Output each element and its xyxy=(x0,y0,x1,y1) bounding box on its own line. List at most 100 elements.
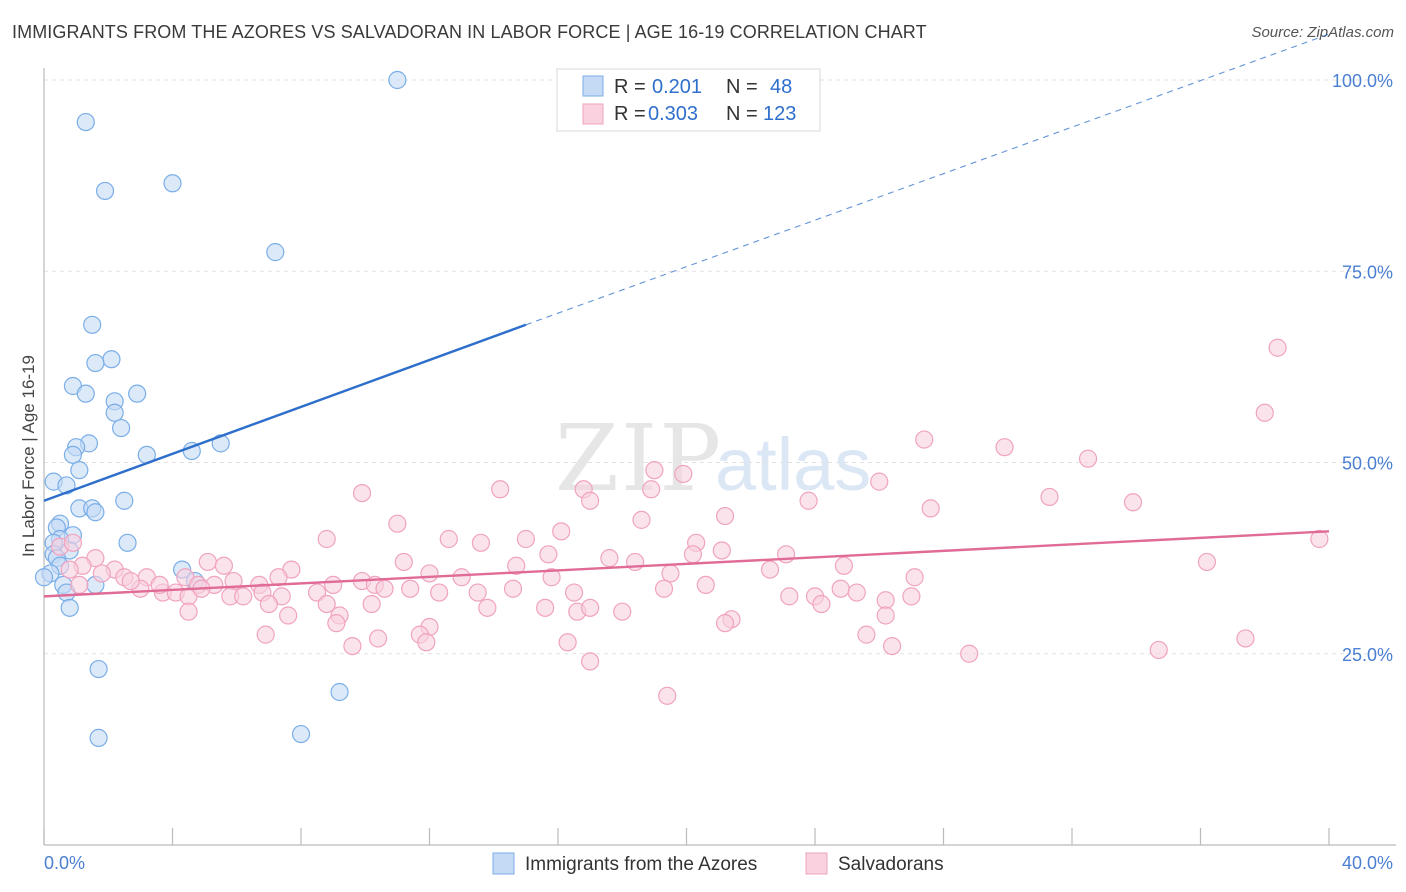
data-point xyxy=(834,556,854,575)
data-point xyxy=(642,480,661,499)
y-tick-labels: 25.0% 50.0% 75.0% 100.0% xyxy=(1332,71,1393,665)
series-legend: Immigrants from the Azores Salvadorans xyxy=(492,852,944,875)
data-point xyxy=(661,564,680,583)
data-point xyxy=(715,614,735,633)
data-point xyxy=(317,594,336,614)
data-point xyxy=(1255,403,1274,422)
data-point xyxy=(552,522,571,541)
data-point xyxy=(394,552,413,572)
data-point xyxy=(960,644,979,663)
legend-label-salvadoran: Salvadorans xyxy=(838,854,944,875)
data-point xyxy=(542,568,561,587)
data-point xyxy=(995,438,1014,457)
data-point xyxy=(632,510,651,529)
data-point xyxy=(564,583,584,602)
data-point xyxy=(674,464,693,484)
data-point xyxy=(70,461,89,480)
x-tick-label-min: 0.0% xyxy=(44,853,85,873)
data-point xyxy=(362,594,381,614)
data-point xyxy=(327,614,346,633)
data-point xyxy=(76,384,95,403)
data-point xyxy=(105,403,124,422)
data-point xyxy=(401,579,420,598)
data-point xyxy=(696,575,715,595)
data-point xyxy=(417,633,436,652)
data-point xyxy=(831,579,850,598)
data-point xyxy=(70,575,89,595)
data-point xyxy=(1040,487,1059,507)
data-point xyxy=(266,243,285,262)
x-tick-label-max: 40.0% xyxy=(1342,853,1393,873)
data-point xyxy=(115,491,134,510)
data-point xyxy=(1310,529,1329,549)
data-point xyxy=(581,652,600,671)
data-point xyxy=(468,583,487,602)
x-axis-ticks xyxy=(43,828,1330,845)
data-point xyxy=(478,598,497,617)
data-point xyxy=(507,556,526,575)
source-credit: Source: ZipAtlas.com xyxy=(1251,24,1394,41)
data-point xyxy=(658,686,677,705)
data-point xyxy=(876,591,895,610)
data-point xyxy=(63,445,83,464)
data-point xyxy=(439,529,458,549)
stats-legend-r-label-salvadoran: R = xyxy=(614,103,646,125)
data-point xyxy=(388,70,407,90)
stats-legend-n-label-salvadoran: N = xyxy=(726,103,758,125)
data-point xyxy=(211,434,230,453)
data-point xyxy=(882,636,902,656)
data-point xyxy=(870,472,889,491)
data-point xyxy=(915,430,934,449)
data-point xyxy=(539,545,558,564)
data-point xyxy=(516,529,535,549)
stats-legend-r-label-azores: R = xyxy=(614,76,646,98)
data-point xyxy=(388,514,407,533)
data-point xyxy=(921,499,940,518)
data-point xyxy=(330,682,349,702)
data-point xyxy=(847,583,866,602)
chart-title: IMMIGRANTS FROM THE AZORES VS SALVADORAN… xyxy=(12,22,927,42)
data-point xyxy=(89,659,108,679)
trend-lines xyxy=(43,33,1330,598)
data-point xyxy=(291,724,311,744)
data-point xyxy=(857,625,876,644)
data-point xyxy=(581,598,600,617)
data-point xyxy=(1197,552,1217,572)
data-point xyxy=(780,587,799,606)
data-point xyxy=(812,594,831,614)
data-point xyxy=(259,594,278,614)
data-point xyxy=(1268,338,1287,357)
data-point xyxy=(654,579,674,598)
data-point xyxy=(600,549,619,568)
gridlines xyxy=(44,79,1396,655)
data-point xyxy=(256,625,275,644)
stats-legend-n-value-azores: 48 xyxy=(770,76,792,98)
trend-line-azores xyxy=(43,323,527,502)
data-point xyxy=(876,606,895,625)
data-point xyxy=(128,384,147,403)
data-point xyxy=(279,606,298,625)
data-point xyxy=(95,181,115,201)
data-point xyxy=(452,568,471,587)
data-point xyxy=(613,602,632,621)
watermark-atlas: atlas xyxy=(715,423,871,506)
data-point xyxy=(471,533,490,552)
data-point xyxy=(163,174,182,193)
y-tick-label: 100.0% xyxy=(1332,71,1393,91)
series-salvadoran-points xyxy=(50,338,1329,705)
data-point xyxy=(712,541,731,560)
data-point xyxy=(491,480,510,499)
data-point xyxy=(1236,629,1255,648)
data-point xyxy=(536,598,555,617)
data-point xyxy=(317,529,336,549)
data-point xyxy=(503,579,523,598)
data-point xyxy=(92,564,111,583)
data-point xyxy=(581,491,600,510)
data-point xyxy=(121,571,140,591)
data-point xyxy=(60,598,79,617)
data-point xyxy=(89,728,108,748)
stats-legend-n-value-salvadoran: 123 xyxy=(763,103,796,125)
stats-legend-swatch-salvadoran xyxy=(582,103,604,125)
data-point xyxy=(324,575,343,595)
